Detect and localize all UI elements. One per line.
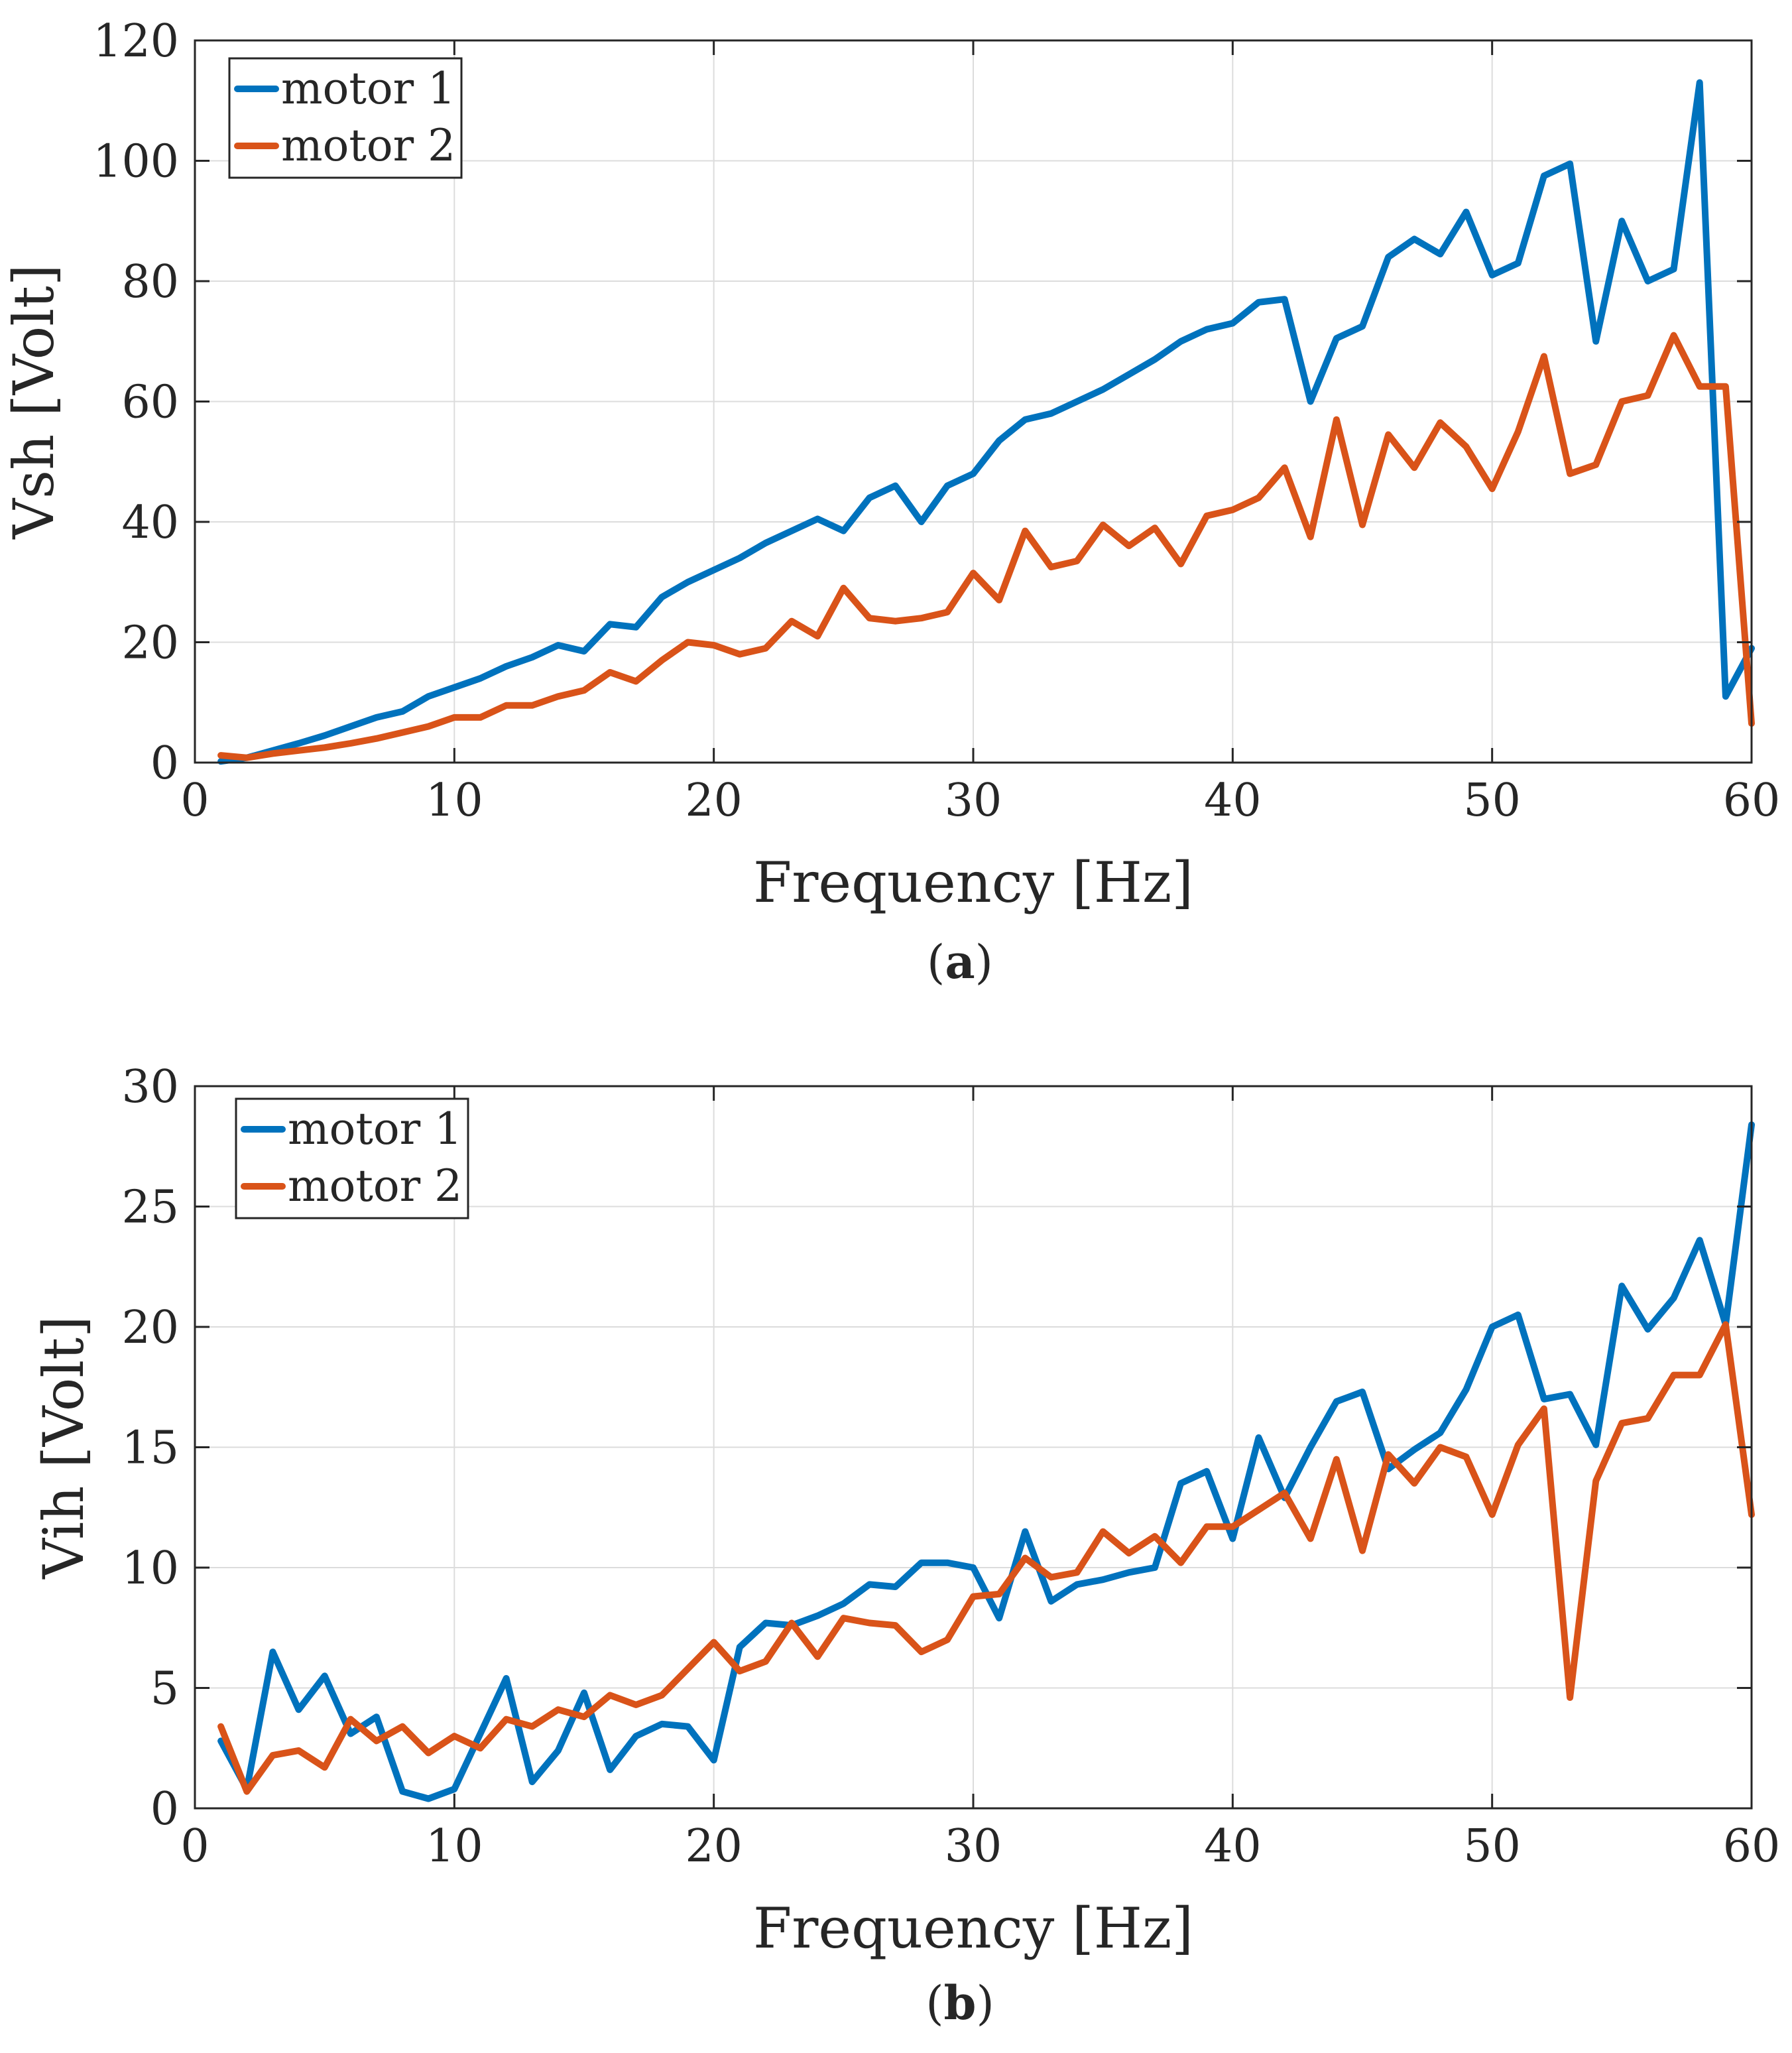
y-tick-label: 0	[150, 1783, 179, 1835]
y-tick-label: 15	[121, 1422, 179, 1475]
series-line-motor-1	[217, 79, 1755, 765]
x-tick-label: 60	[1723, 775, 1781, 827]
x-axis-label: Frequency [Hz]	[753, 850, 1193, 915]
panel-caption: (b)	[926, 1975, 994, 2030]
y-tick-label: 20	[121, 617, 179, 670]
legend: motor 1 motor 2	[228, 57, 463, 179]
series-line-motor-2	[217, 332, 1755, 761]
y-tick-label: 20	[121, 1302, 179, 1354]
y-axis-label: Vsh [Volt]	[1, 264, 66, 539]
x-tick-label: 50	[1463, 775, 1521, 827]
legend-label: motor 1	[281, 63, 455, 114]
x-tick-label: 0	[180, 775, 209, 827]
panel-caption: (a)	[927, 934, 993, 989]
x-tick-label: 20	[685, 775, 743, 827]
x-tick-label: 30	[945, 775, 1002, 827]
x-tick-label: 20	[685, 1820, 743, 1873]
legend: motor 1 motor 2	[235, 1097, 469, 1219]
chart-panel-a: 0 10 20 30 40 50 60 0 20 40 60 80 100 120 Frequency [H…	[1, 15, 1780, 989]
x-tick-label: 10	[426, 1820, 483, 1873]
x-tick-label: 40	[1204, 775, 1262, 827]
y-tick-label: 25	[121, 1182, 179, 1234]
y-axis-label: Vih [Volt]	[31, 1316, 96, 1580]
x-tick-label: 30	[945, 1820, 1002, 1873]
x-tick-label: 10	[426, 775, 483, 827]
legend-box	[228, 57, 463, 179]
chart-panel-b: 0 10 20 30 40 50 60 0 5 10 15 20 25 30 Frequency [Hz] V…	[31, 1061, 1780, 2030]
legend-label: motor 1	[288, 1103, 462, 1154]
series-line-motor-2	[217, 1321, 1755, 1795]
panel-caption-letter: a	[945, 934, 975, 989]
x-tick-label: 50	[1463, 1820, 1521, 1873]
y-tick-label: 5	[150, 1663, 179, 1715]
x-tick-label: 60	[1723, 1820, 1781, 1873]
y-tick-label: 10	[121, 1542, 179, 1595]
y-tick-label: 80	[121, 256, 179, 308]
legend-box	[235, 1097, 469, 1219]
y-tick-label: 0	[150, 737, 179, 790]
y-tick-label: 120	[93, 15, 179, 68]
y-tick-label: 40	[121, 497, 179, 549]
y-tick-label: 100	[93, 136, 179, 188]
y-tick-label: 30	[121, 1061, 179, 1113]
legend-label: motor 2	[288, 1160, 462, 1212]
panel-caption-letter: b	[944, 1975, 977, 2030]
x-tick-label: 40	[1204, 1820, 1262, 1873]
y-tick-label: 60	[121, 377, 179, 429]
legend-label: motor 2	[281, 120, 455, 171]
x-axis-label: Frequency [Hz]	[753, 1896, 1193, 1961]
x-tick-label: 0	[180, 1820, 209, 1873]
